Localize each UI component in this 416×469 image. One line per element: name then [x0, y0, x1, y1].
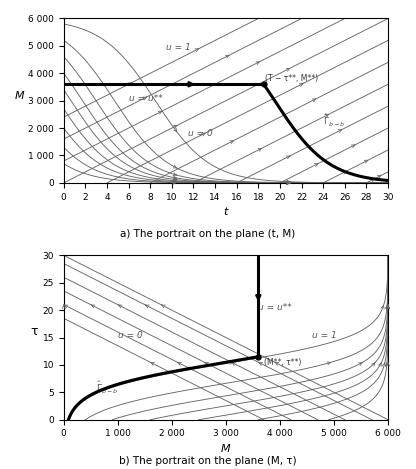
X-axis label: t: t — [224, 207, 228, 217]
Text: u = 0: u = 0 — [188, 129, 213, 138]
Y-axis label: τ: τ — [30, 325, 38, 338]
Text: b) The portrait on the plane (M, τ): b) The portrait on the plane (M, τ) — [119, 456, 297, 466]
Text: (T − τ**, M**): (T − τ**, M**) — [265, 74, 318, 83]
X-axis label: M: M — [221, 444, 231, 454]
Y-axis label: M: M — [15, 91, 25, 101]
Text: u = 1: u = 1 — [166, 43, 191, 52]
Text: u = u**: u = u** — [258, 303, 292, 312]
Text: u = 0: u = 0 — [118, 331, 143, 340]
Text: $\hat{\Gamma}_{b-b}$: $\hat{\Gamma}_{b-b}$ — [323, 113, 346, 129]
Text: u = 1: u = 1 — [312, 331, 337, 340]
Text: (M**, τ**): (M**, τ**) — [264, 358, 301, 367]
Text: a) The portrait on the plane (t, M): a) The portrait on the plane (t, M) — [120, 229, 296, 239]
Text: $\hat{\Gamma}_{b-b}$: $\hat{\Gamma}_{b-b}$ — [96, 380, 119, 396]
Text: u = u**: u = u** — [129, 94, 162, 103]
